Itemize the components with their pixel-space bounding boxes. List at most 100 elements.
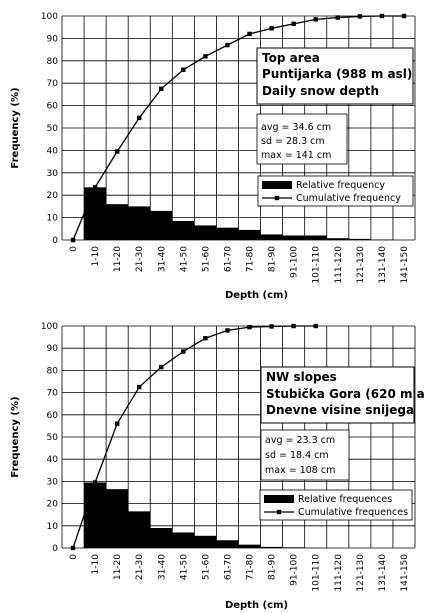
x-tick-label: 11-20 <box>113 246 123 272</box>
y-tick-label: 20 <box>47 191 59 201</box>
legend-swatch-marker <box>276 509 282 515</box>
y-tick-label: 90 <box>47 344 59 354</box>
legend-label: Relative frequences <box>298 494 392 505</box>
cumulative-point <box>203 336 208 341</box>
y-tick-label: 10 <box>47 214 59 224</box>
y-tick-label: 40 <box>47 455 59 465</box>
bar <box>106 204 129 240</box>
stat-line: sd = 28.3 cm <box>261 136 325 147</box>
y-tick-label: 70 <box>47 389 59 399</box>
y-tick-label: 60 <box>47 411 59 421</box>
cumulative-point <box>181 349 186 354</box>
x-tick-label: 1-10 <box>91 554 101 575</box>
x-tick-label: 91-100 <box>290 554 300 586</box>
cumulative-point <box>247 31 252 37</box>
bar <box>172 220 195 240</box>
y-tick-label: 20 <box>47 500 59 510</box>
cumulative-point <box>357 14 363 19</box>
cumulative-point <box>291 21 296 27</box>
cumulative-point <box>181 67 186 72</box>
y-axis-label: Frequency (%) <box>10 396 21 477</box>
cumulative-point <box>70 545 76 551</box>
x-tick-label: 21-30 <box>135 554 145 580</box>
title-line: Dnevne visine snijega <box>266 403 414 417</box>
cumulative-point <box>70 237 76 243</box>
y-tick-label: 0 <box>52 236 58 246</box>
x-tick-label: 31-40 <box>157 554 167 580</box>
bar <box>238 544 261 548</box>
legend-label: Relative frequency <box>296 180 385 191</box>
bar <box>128 511 151 548</box>
x-tick-label: 81-90 <box>268 246 278 272</box>
stats-box <box>256 113 348 165</box>
bar <box>260 234 283 240</box>
y-tick-label: 100 <box>41 322 58 332</box>
cumulative-point <box>92 480 98 485</box>
cumulative-point <box>269 324 274 329</box>
x-tick-label: 131-140 <box>378 246 388 284</box>
bar <box>194 535 217 548</box>
bar <box>238 229 261 240</box>
stat-line: avg = 34.6 cm <box>261 122 331 133</box>
legend-swatch-marker <box>274 195 280 201</box>
cumulative-point <box>313 323 318 329</box>
x-tick-label: 21-30 <box>135 246 145 272</box>
cumulative-point <box>114 149 120 154</box>
title-box <box>256 47 414 105</box>
cumulative-point <box>269 26 274 31</box>
y-tick-label: 100 <box>41 12 58 22</box>
x-tick-label: 0 <box>69 246 79 252</box>
cumulative-point <box>291 323 296 329</box>
x-tick-label: 141-150 <box>400 246 410 284</box>
bar <box>348 238 371 240</box>
x-tick-label: 141-150 <box>400 554 410 592</box>
y-tick-label: 50 <box>47 124 59 134</box>
x-tick-label: 51-60 <box>201 554 211 580</box>
bar <box>84 482 107 548</box>
bar <box>260 546 283 548</box>
y-tick-label: 40 <box>47 146 59 156</box>
cumulative-point <box>159 86 164 91</box>
chart-2: 0 10 20 30 40 50 60 70 80 90 100 0 1-10 11-20 21-30 31-… <box>10 322 424 611</box>
x-tick-label: 1-10 <box>91 246 101 267</box>
bar <box>216 227 239 240</box>
legend-swatch-bar <box>264 495 294 503</box>
cumulative-point <box>137 115 142 121</box>
x-tick-label: 51-60 <box>201 246 211 272</box>
cumulative-point <box>114 421 120 426</box>
legend-swatch-bar <box>262 181 292 189</box>
cumulative-line <box>72 15 404 241</box>
y-axis-label: Frequency (%) <box>10 87 21 168</box>
bar <box>84 187 107 240</box>
y-tick-label: 0 <box>52 544 58 554</box>
title-line: Daily snow depth <box>262 84 379 98</box>
bar <box>150 210 173 240</box>
x-tick-label: 61-70 <box>223 554 233 580</box>
stat-line: max = 108 cm <box>265 465 335 476</box>
bar <box>106 489 129 548</box>
x-axis-label: Depth (cm) <box>225 290 288 301</box>
stat-line: avg = 23.3 cm <box>265 435 335 446</box>
x-tick-label: 81-90 <box>268 554 278 580</box>
stat-line: sd = 18.4 cm <box>265 450 329 461</box>
x-tick-label: 41-50 <box>179 246 189 272</box>
cumulative-point <box>313 17 318 22</box>
cumulative-line <box>72 325 316 549</box>
x-tick-label: 101-110 <box>312 554 322 592</box>
bar <box>194 225 217 240</box>
x-tick-label: 71-80 <box>246 246 256 272</box>
title-line: Top area <box>262 51 320 65</box>
x-tick-label: 121-130 <box>356 554 366 592</box>
title-box <box>260 366 415 424</box>
y-tick-label: 60 <box>47 102 59 112</box>
bar <box>150 528 173 548</box>
stat-line: max = 141 cm <box>261 150 331 161</box>
y-tick-label: 30 <box>47 169 59 179</box>
bar <box>216 540 239 548</box>
bar <box>326 238 349 240</box>
cumulative-point <box>225 328 230 333</box>
cumulative-point <box>379 13 385 19</box>
x-tick-label: 91-100 <box>290 246 300 278</box>
cumulative-point <box>335 15 340 20</box>
cumulative-point <box>92 185 98 190</box>
